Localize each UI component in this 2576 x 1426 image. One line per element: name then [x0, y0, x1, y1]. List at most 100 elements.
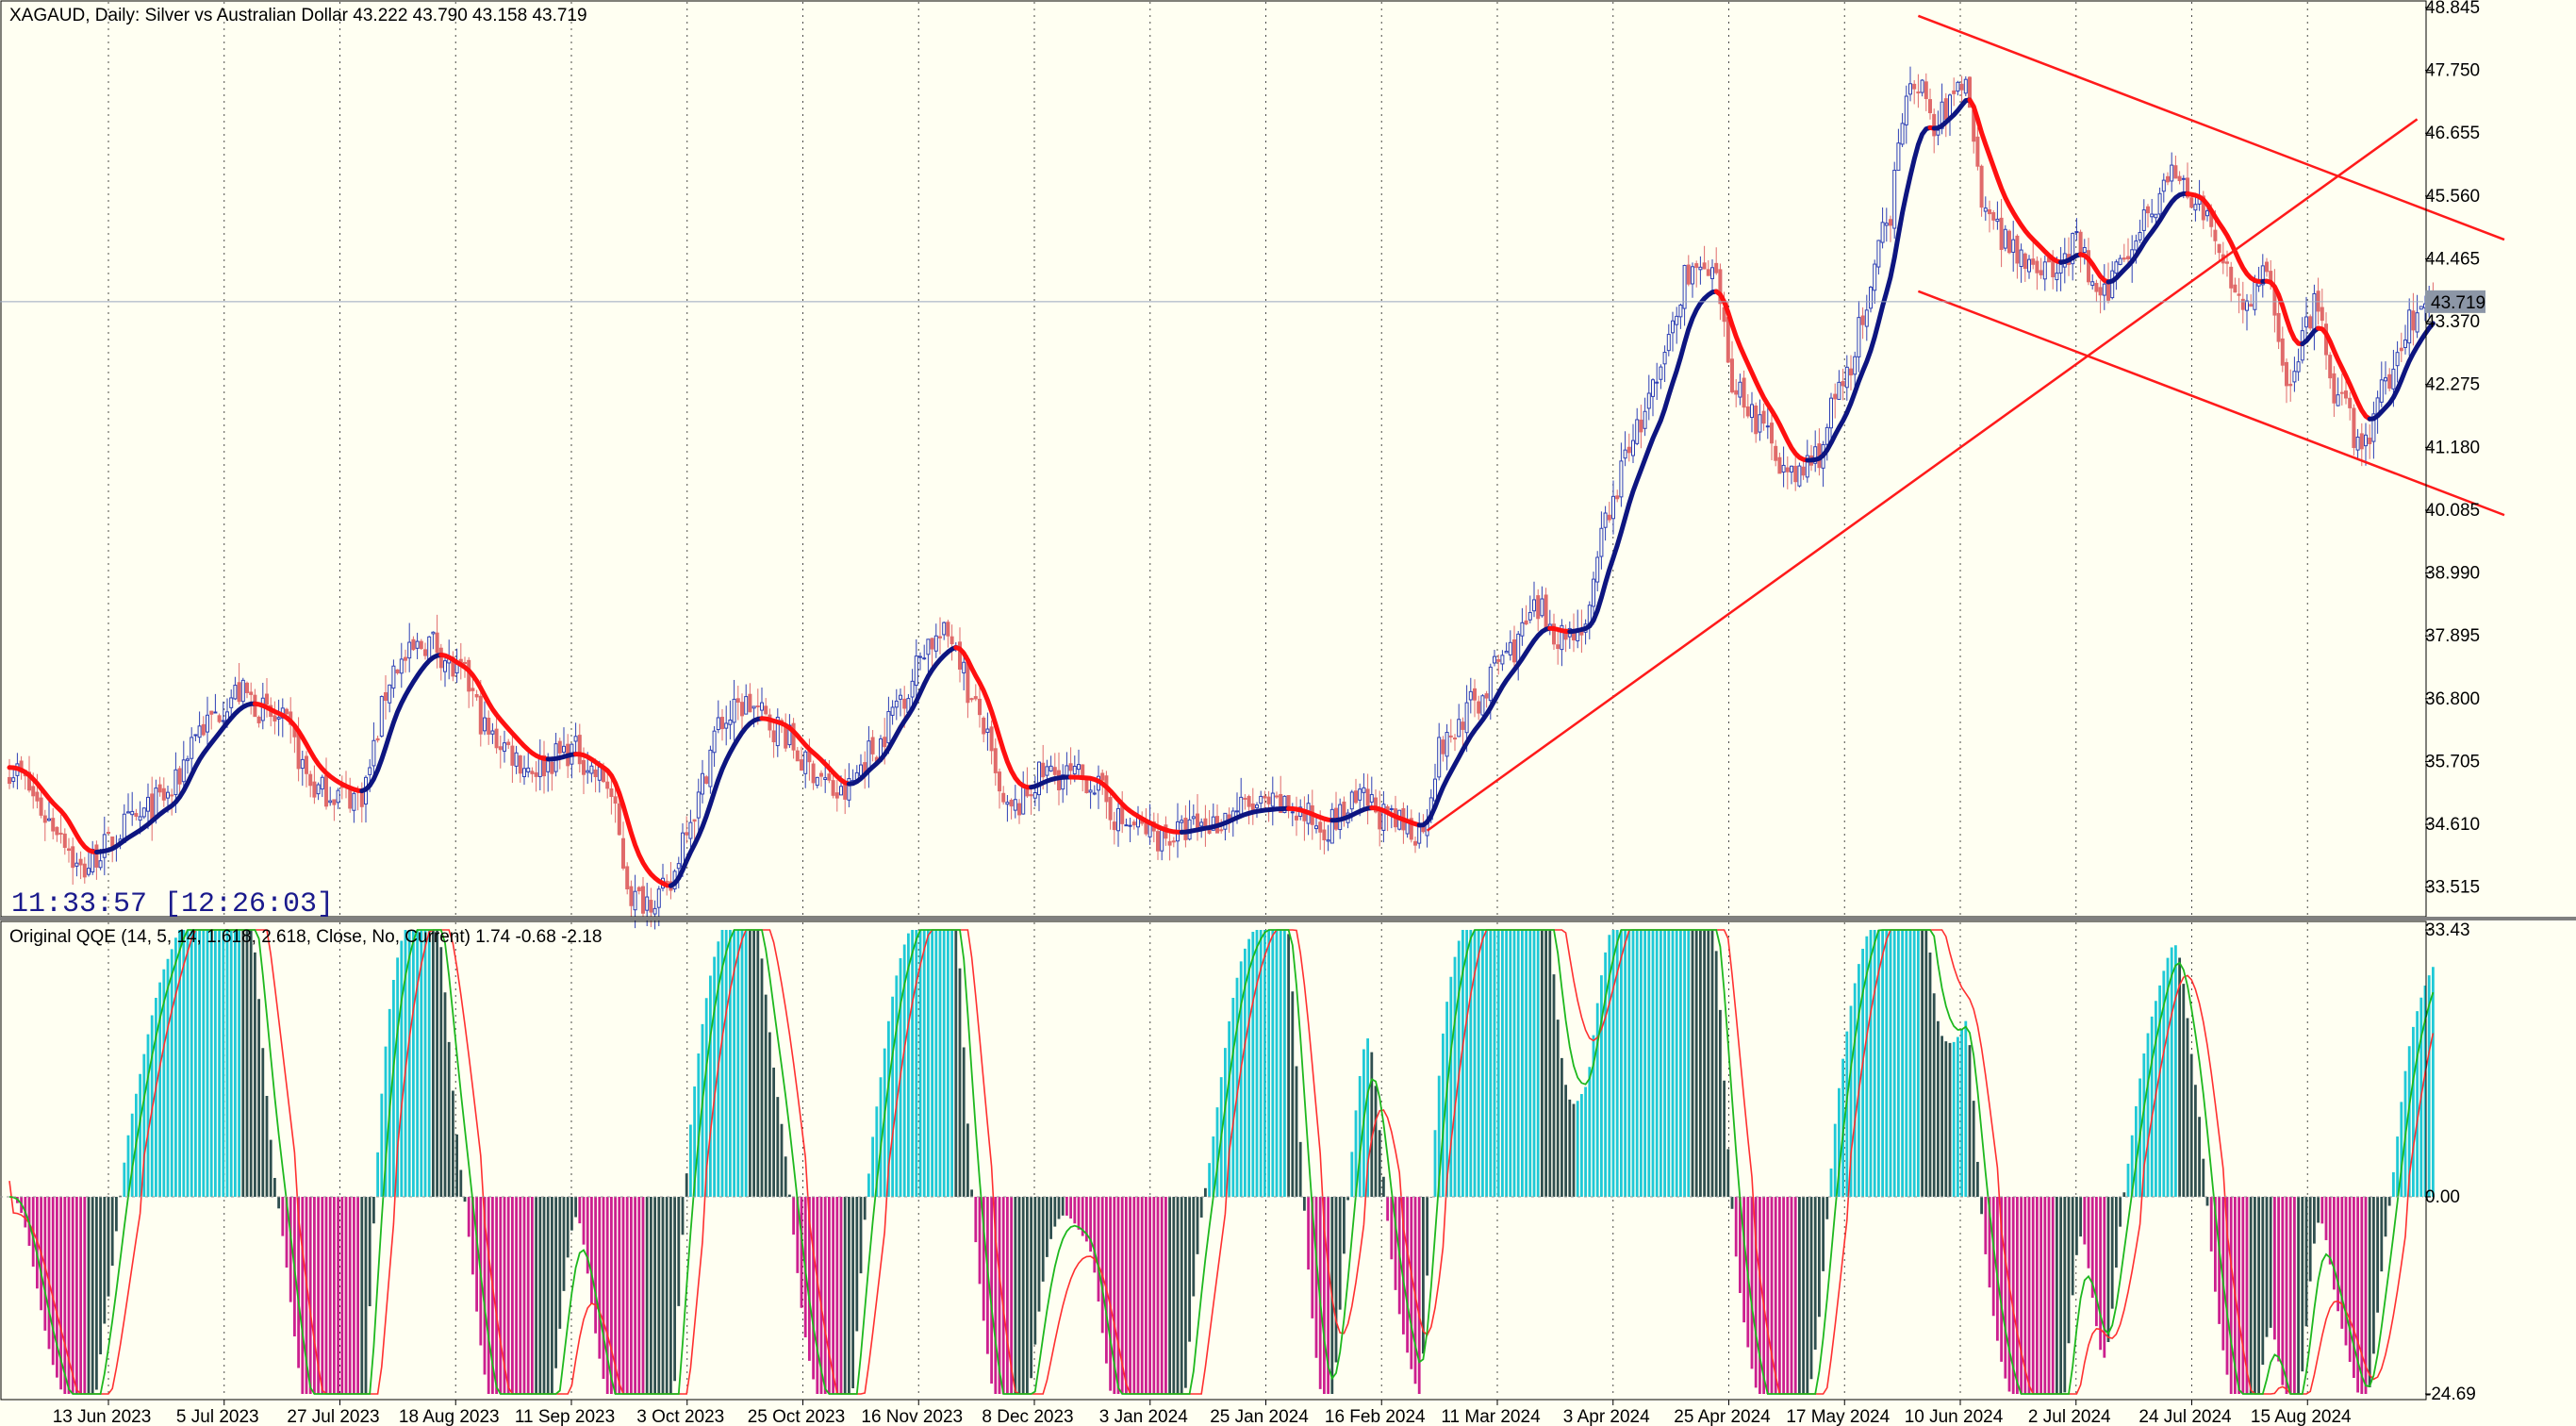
candle-body: [883, 737, 887, 748]
candle-body: [1061, 774, 1065, 790]
price-tick-label: 40.085: [2425, 501, 2480, 521]
candle-body: [629, 886, 634, 906]
ma-segment: [1931, 97, 1973, 131]
candle-body: [1196, 813, 1199, 830]
indicator-tick-label: 0.00: [2425, 1187, 2460, 1207]
ma-segment: [1029, 774, 1074, 790]
candle-body: [328, 800, 333, 804]
candle-body: [240, 679, 245, 703]
candle-body: [1477, 701, 1481, 714]
candle-body: [1235, 810, 1239, 813]
candle-body: [186, 758, 190, 761]
candle-body: [2193, 204, 2198, 211]
candle-body: [1365, 788, 1370, 806]
time-tick-label: 10 Jun 2024: [1905, 1407, 2004, 1426]
candle-body: [764, 705, 768, 715]
candle-body: [1991, 211, 1996, 221]
candle-body: [2280, 338, 2285, 366]
candle-body: [831, 780, 835, 796]
candle-body: [1279, 793, 1283, 813]
ma-segment: [668, 716, 765, 888]
candle-body: [245, 682, 249, 693]
ma-segment: [1416, 625, 1553, 828]
candle-body: [506, 741, 511, 746]
candle-body: [2173, 165, 2178, 179]
candle-body: [51, 818, 56, 832]
candle-body: [2114, 261, 2119, 274]
trendline: [1917, 290, 2505, 517]
candle-body: [2387, 373, 2392, 390]
price-tick-label: 42.275: [2425, 375, 2480, 395]
candle-body: [701, 772, 704, 795]
candle-body: [2312, 292, 2317, 333]
ma-segment: [1567, 289, 1719, 635]
candle-body: [2368, 438, 2372, 444]
candle-body: [1643, 410, 1647, 429]
candle-body: [1409, 818, 1413, 840]
candle-body: [652, 907, 657, 915]
candle-body: [1860, 315, 1865, 325]
candle-body: [1362, 787, 1366, 793]
price-tick-label: 38.990: [2425, 564, 2480, 584]
candle-body: [2051, 259, 2056, 277]
candle-body: [1532, 599, 1536, 612]
candle-body: [1493, 655, 1496, 664]
candle-body: [1662, 352, 1667, 365]
candle-body: [910, 680, 915, 698]
indicator-axis[interactable]: 33.43 0.00 -24.69: [0, 920, 2476, 1404]
candle-body: [2205, 210, 2209, 217]
price-axis[interactable]: 48.845 47.750 46.655 45.560 44.465 43.370 42.2…: [2425, 0, 2480, 898]
candle-body: [2019, 249, 2023, 268]
candle-body: [636, 887, 641, 892]
candle-body: [609, 788, 614, 797]
candle-body: [2253, 281, 2257, 310]
candle-body: [688, 821, 693, 839]
candle-body: [1084, 777, 1089, 793]
candle-body: [217, 715, 222, 722]
time-tick-label: 3 Oct 2023: [636, 1407, 724, 1426]
trendlines[interactable]: [1426, 14, 2505, 832]
candle-body: [1983, 207, 1988, 212]
candle-body: [933, 635, 938, 652]
candle-body: [1068, 763, 1073, 771]
candle-body: [1512, 638, 1516, 663]
candle-body: [942, 622, 947, 636]
ma-segment: [438, 652, 551, 762]
price-tick-label: 45.560: [2425, 187, 2480, 207]
candle-body: [1527, 611, 1532, 621]
candle-body: [1464, 702, 1469, 734]
candle-body: [1774, 445, 1778, 461]
candle-body: [1619, 460, 1624, 498]
current-price-line: 43.719: [0, 290, 2485, 313]
candle-body: [1849, 368, 1853, 376]
candle-body: [696, 791, 701, 819]
candle-body: [1675, 315, 1679, 325]
candle-body: [1041, 762, 1046, 778]
candle-body: [2027, 258, 2031, 273]
candle-body: [427, 636, 432, 660]
time-axis[interactable]: 13 Jun 2023 5 Jul 2023 27 Jul 2023 18 Aug 2…: [53, 1400, 2352, 1426]
candle-body: [2138, 232, 2142, 240]
candle-body: [1635, 419, 1640, 444]
ma-segment: [1068, 774, 1184, 835]
candle-body: [324, 774, 328, 807]
candle-body: [467, 659, 471, 692]
candle-body: [1615, 495, 1620, 500]
candle-body: [1441, 739, 1445, 754]
candle-body: [755, 705, 760, 708]
candle-body: [11, 777, 16, 782]
candle-body: [1603, 512, 1608, 528]
candle-body: [134, 813, 139, 817]
time-tick-label: 25 Jan 2024: [1210, 1407, 1309, 1426]
vertical-grid: [107, 2, 2308, 1394]
candle-body: [2146, 206, 2150, 214]
candle-body: [2332, 373, 2337, 404]
candle-body: [2391, 368, 2396, 390]
candle-body: [141, 807, 146, 818]
candle-body: [1199, 821, 1204, 827]
candle-body: [930, 638, 934, 650]
current-price-marker: [2425, 290, 2485, 313]
candle-body: [1829, 397, 1833, 429]
candle-body: [431, 631, 436, 635]
